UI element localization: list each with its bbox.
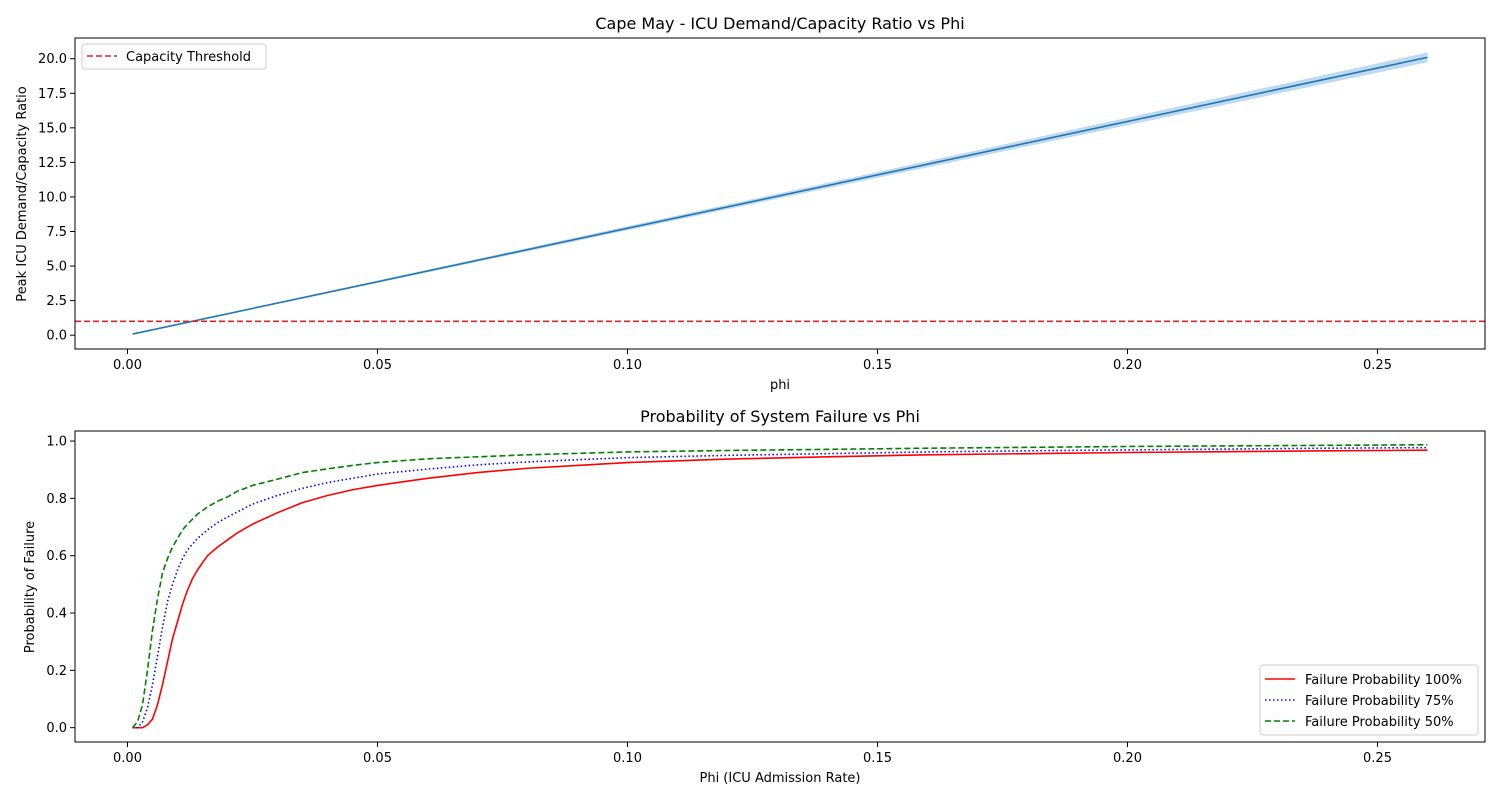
legend-box bbox=[1259, 664, 1479, 736]
y-tick-label: 0.6 bbox=[46, 549, 67, 564]
x-tick-label: 0.15 bbox=[863, 751, 892, 766]
y-tick-label: 7.5 bbox=[46, 225, 67, 240]
plot-frame bbox=[74, 430, 1486, 743]
legend-label-p75: Failure Probability 75% bbox=[1305, 694, 1454, 709]
x-tick-label: 0.20 bbox=[1113, 358, 1142, 373]
series-line-p100 bbox=[132, 449, 1428, 729]
confidence-band bbox=[132, 52, 1428, 335]
x-tick-label: 0.05 bbox=[363, 358, 392, 373]
y-axis-label: Peak ICU Demand/Capacity Ratio bbox=[15, 86, 30, 301]
legend-label-threshold: Capacity Threshold bbox=[126, 50, 251, 65]
legend: Failure Probability 100% Failure Probabi… bbox=[1259, 664, 1479, 736]
chart-title: Cape May - ICU Demand/Capacity Ratio vs … bbox=[595, 14, 964, 33]
chart-title: Probability of System Failure vs Phi bbox=[640, 407, 920, 426]
x-tick-label: 0.00 bbox=[113, 751, 142, 766]
x-tick-label: 0.25 bbox=[1363, 751, 1392, 766]
x-tick-label: 0.15 bbox=[863, 358, 892, 373]
x-axis-label: phi bbox=[770, 378, 790, 393]
legend-box bbox=[81, 43, 267, 70]
x-tick-label: 0.10 bbox=[613, 358, 642, 373]
demand-capacity-chart: Cape May - ICU Demand/Capacity Ratio vs … bbox=[15, 14, 1486, 393]
legend: Capacity Threshold bbox=[81, 43, 267, 70]
y-tick-label: 5.0 bbox=[46, 260, 67, 275]
y-tick-label: 1.0 bbox=[46, 435, 67, 450]
series-line-p50 bbox=[131, 443, 1428, 729]
plot-frame bbox=[74, 37, 1486, 350]
series-line-ratio bbox=[132, 56, 1428, 335]
y-tick-label: 0.8 bbox=[46, 492, 67, 507]
y-tick-label: 2.5 bbox=[46, 294, 67, 309]
x-tick-label: 0.05 bbox=[363, 751, 392, 766]
x-tick-label: 0.20 bbox=[1113, 751, 1142, 766]
y-tick-label: 17.5 bbox=[38, 87, 67, 102]
x-tick-label: 0.10 bbox=[613, 751, 642, 766]
legend-label-p100: Failure Probability 100% bbox=[1305, 673, 1462, 688]
y-tick-label: 0.0 bbox=[46, 721, 67, 736]
x-tick-label: 0.00 bbox=[113, 358, 142, 373]
failure-probability-chart: Probability of System Failure vs Phi Phi… bbox=[23, 407, 1486, 786]
x-tick-label: 0.25 bbox=[1363, 358, 1392, 373]
y-tick-label: 0.2 bbox=[46, 664, 67, 679]
legend-label-p50: Failure Probability 50% bbox=[1305, 715, 1454, 730]
y-axis-label: Probability of Failure bbox=[23, 521, 38, 653]
y-tick-label: 0.0 bbox=[46, 329, 67, 344]
y-tick-label: 0.4 bbox=[46, 607, 67, 622]
x-axis-label: Phi (ICU Admission Rate) bbox=[699, 771, 860, 786]
y-tick-label: 20.0 bbox=[38, 52, 67, 67]
y-tick-label: 15.0 bbox=[38, 121, 67, 136]
y-tick-label: 12.5 bbox=[38, 156, 67, 171]
y-tick-label: 10.0 bbox=[38, 190, 67, 205]
series-line-p75 bbox=[132, 446, 1428, 729]
